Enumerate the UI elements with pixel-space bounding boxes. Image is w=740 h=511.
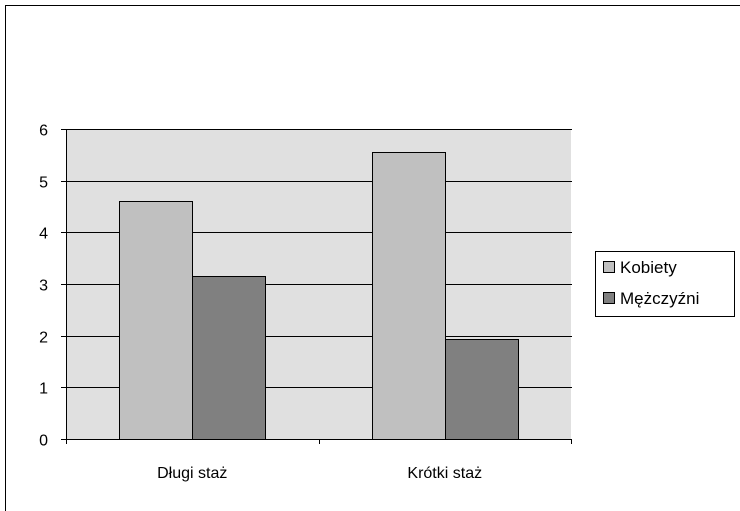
y-tick-label: 3 [39,278,48,295]
legend-label-kobiety: Kobiety [620,258,677,277]
legend-box [595,251,735,317]
legend-swatch-mezczyzni [603,292,615,304]
bar-mezczyzni-2 [445,339,519,440]
y-tick-label: 2 [39,330,48,347]
y-tick-label: 4 [39,226,48,243]
legend-label-mezczyzni: Mężczyźni [620,289,699,308]
bar-mezczyzni-1 [192,276,266,440]
bar-kobiety-1 [119,201,193,440]
y-tick-label: 0 [39,433,48,450]
bars [119,152,519,440]
y-tick-label: 1 [39,381,48,398]
x-axis-labels: Długi staż Krótki staż [66,439,572,482]
y-tick-label: 5 [39,175,48,192]
y-axis-ticks: 0 1 2 3 4 5 6 [39,123,66,450]
legend-swatch-kobiety [603,261,615,273]
legend: Kobiety Mężczyźni [595,251,735,317]
x-category-label: Długi staż [157,465,227,482]
y-tick-label: 6 [39,123,48,140]
bar-kobiety-2 [372,152,446,440]
x-category-label: Krótki staż [407,465,482,482]
